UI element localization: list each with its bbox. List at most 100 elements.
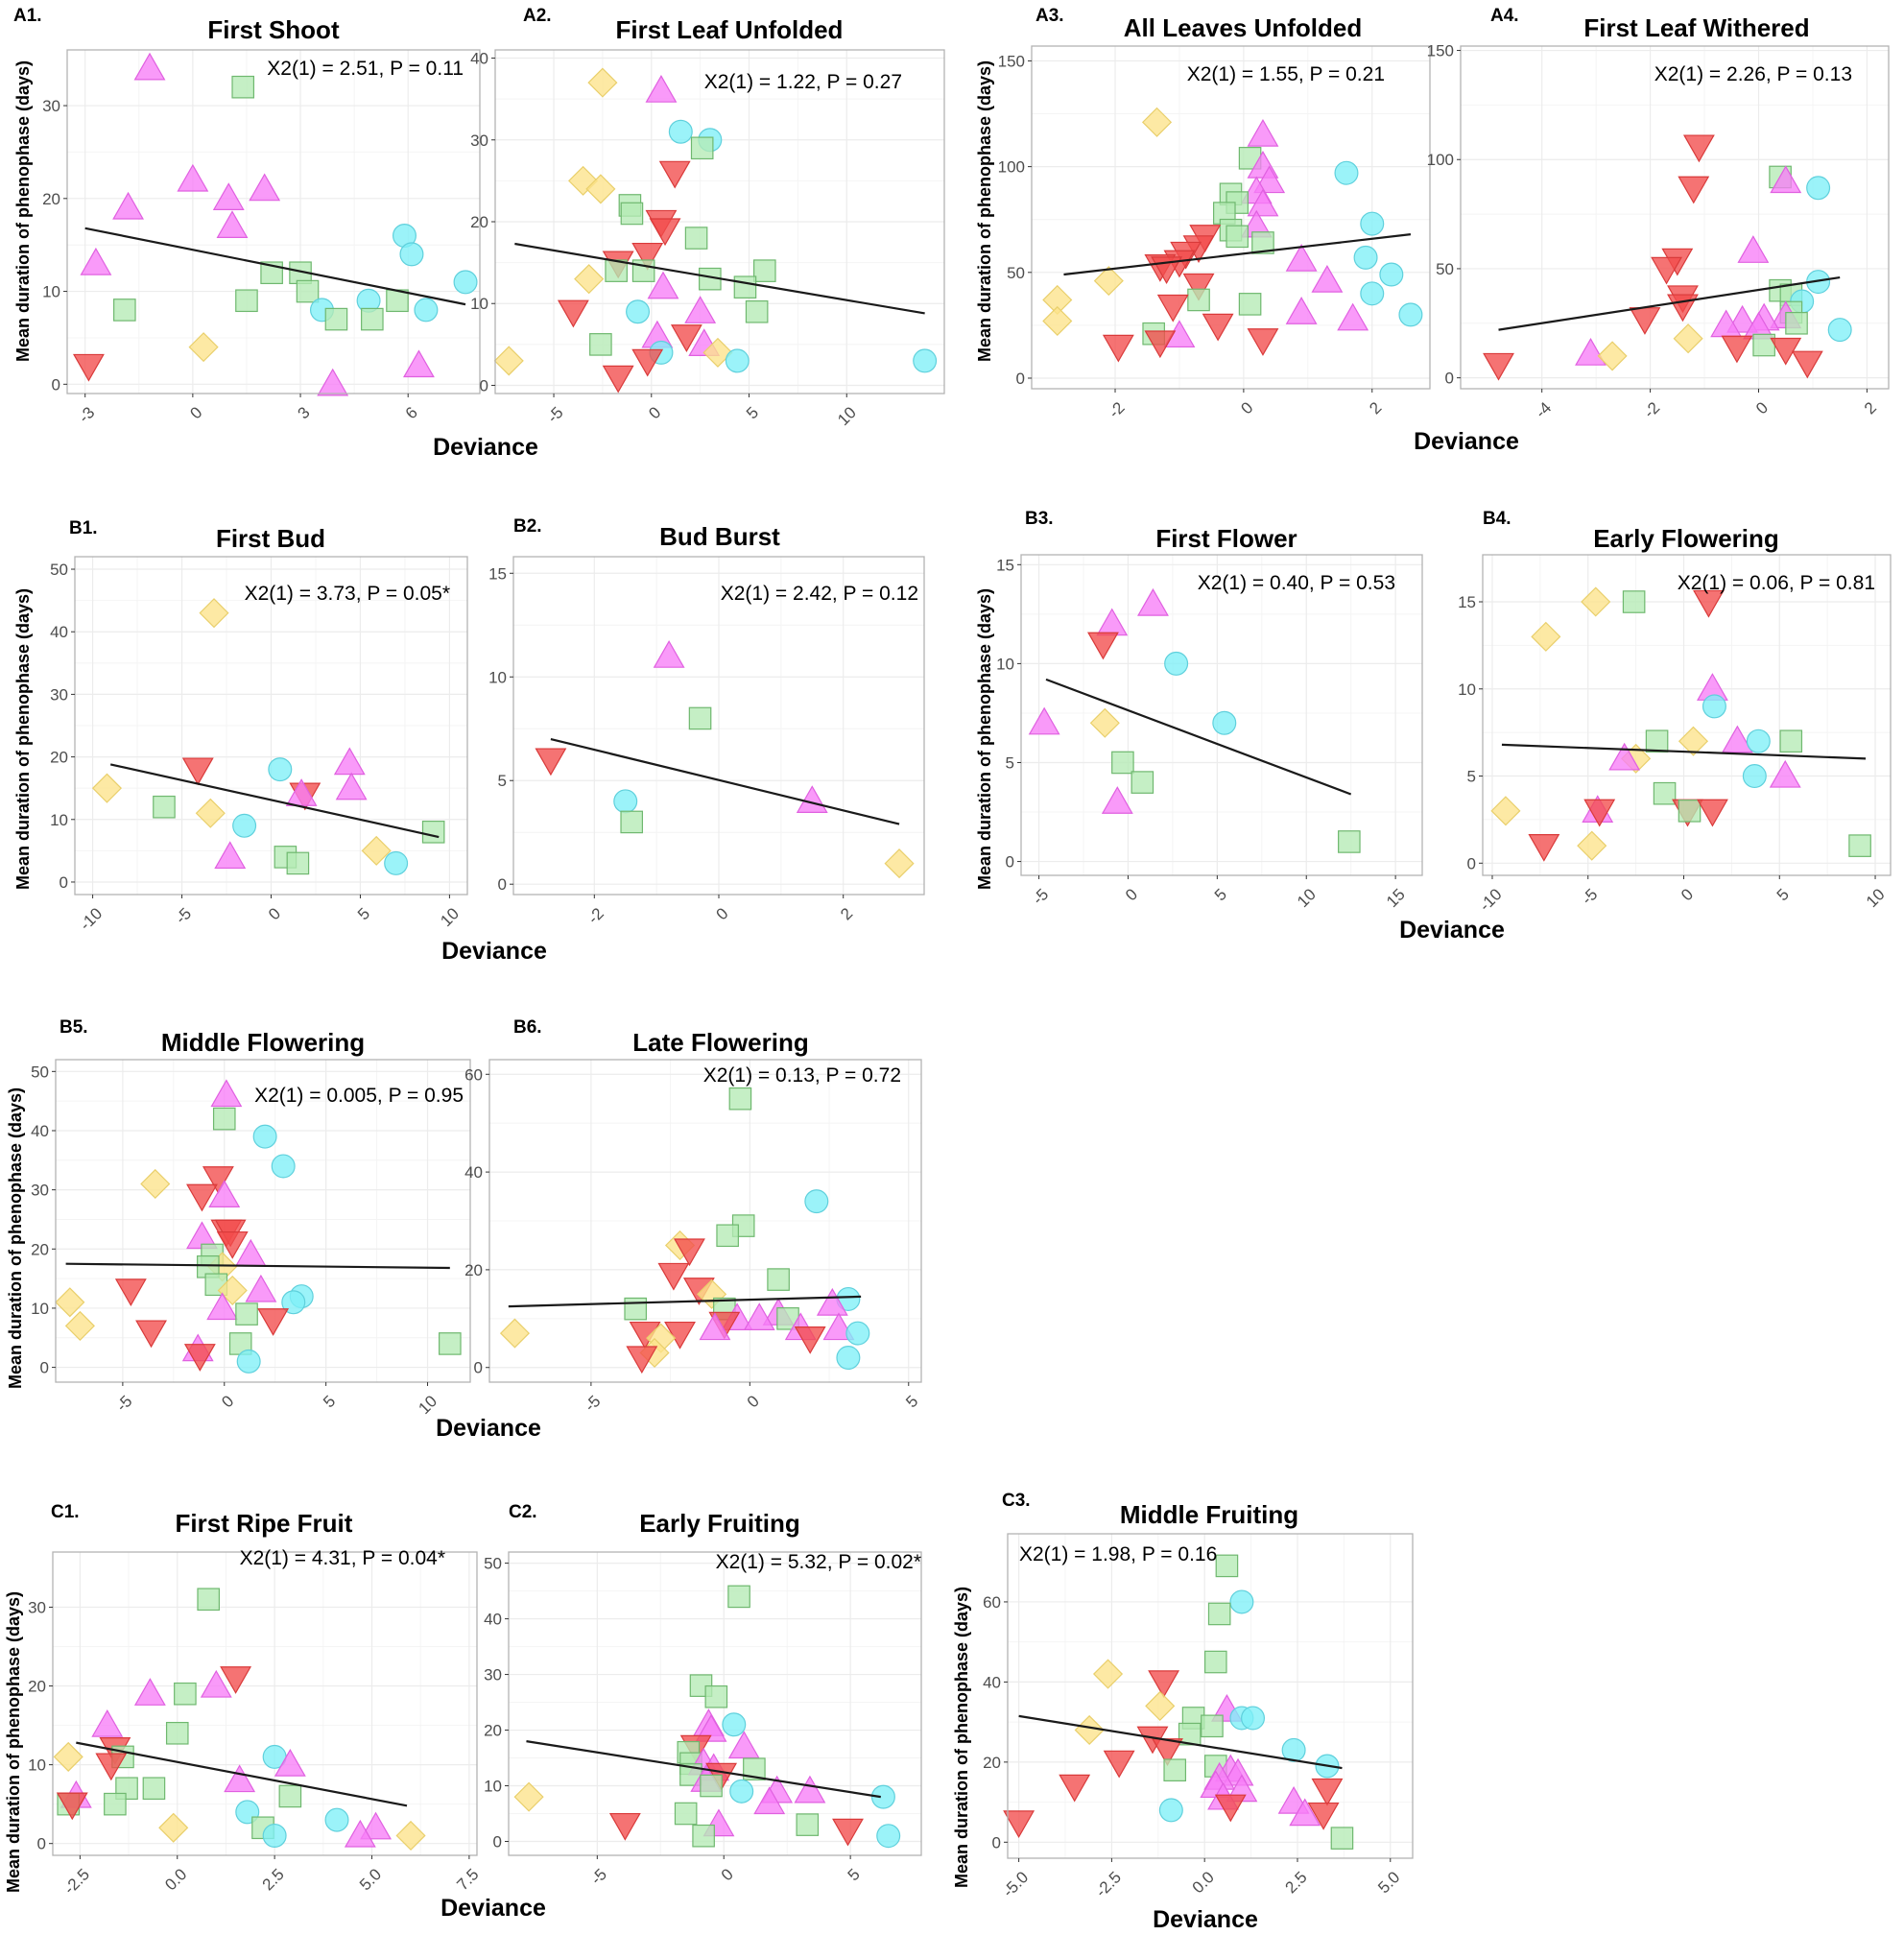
data-point-circle	[1212, 710, 1237, 735]
data-point-triangle-down	[95, 1753, 128, 1781]
y-tick-label: 100	[1427, 151, 1454, 169]
data-point-square	[278, 1784, 302, 1808]
data-point-circle	[1746, 729, 1771, 753]
panel-label: B1.	[69, 518, 98, 538]
panel-title: First Leaf Withered	[1583, 13, 1809, 42]
x-tick-label: 2.5	[259, 1865, 288, 1894]
data-point-diamond	[587, 67, 618, 98]
data-point-triangle-up	[333, 747, 366, 776]
x-tick-label: 3	[295, 403, 314, 422]
panel-c3: 0 20 40 60 -5.0 -2.5 0.0 2.5 5.0 C3. Middle Fruiti…	[983, 1491, 1414, 1900]
data-point-diamond	[493, 346, 524, 376]
data-point-square	[728, 1087, 752, 1111]
panel-label: A4.	[1490, 6, 1519, 26]
plot-border	[1007, 1533, 1414, 1859]
data-point-square	[1338, 830, 1361, 853]
data-point-triangle-up	[285, 778, 318, 806]
data-point-triangle-down	[1311, 1778, 1344, 1806]
data-point-square	[716, 1224, 739, 1248]
data-point-circle	[845, 1321, 870, 1346]
x-tick-label: 0	[265, 904, 284, 923]
x-axis-title-row-c-left: Deviance	[440, 1895, 546, 1922]
data-point-diamond	[1089, 707, 1120, 738]
data-point-diamond	[1490, 796, 1521, 826]
panel-title: First Shoot	[207, 15, 340, 44]
y-tick-label: 150	[998, 52, 1025, 70]
y-tick-label: 0	[1016, 370, 1025, 388]
y-tick-label: 60	[983, 1593, 1001, 1612]
y-tick-label: 10	[996, 655, 1014, 673]
data-point-triangle-up	[1285, 243, 1318, 272]
x-tick-label: 0	[718, 1865, 737, 1884]
data-point-circle	[1334, 160, 1359, 185]
y-tick-label: 0	[474, 1359, 483, 1377]
y-axis-title-b3: Mean duration of phenophase (days)	[975, 588, 994, 890]
data-point-triangle-up	[274, 1749, 306, 1777]
y-tick-label: 5	[1467, 768, 1476, 786]
panel-c1: 0 10 20 30 -2.5 0.0 2.5 5.0 7.5 C1. First Ripe Fru…	[28, 1502, 482, 1898]
panel-label: A3.	[1035, 6, 1064, 26]
regression-line	[1018, 1714, 1343, 1770]
data-point-square	[1111, 751, 1134, 775]
data-point-triangle-up	[245, 1274, 277, 1302]
x-axis-title-row-b5: Deviance	[436, 1415, 541, 1442]
data-point-triangle-down	[1214, 1794, 1247, 1823]
y-axis-title-row-c1: Mean duration of phenophase (days)	[4, 1591, 23, 1893]
data-point-triangle-up	[177, 163, 209, 192]
panel-label: C2.	[509, 1502, 537, 1522]
data-point-diamond	[1042, 305, 1073, 337]
stat-annotation: X2(1) = 1.55, P = 0.21	[1187, 63, 1385, 85]
data-point-triangle-down	[602, 365, 634, 394]
x-tick-label: 0.0	[161, 1865, 190, 1894]
data-point-triangle-down	[220, 1666, 252, 1694]
data-point-square	[620, 810, 644, 834]
panel-title: First Ripe Fruit	[176, 1509, 353, 1538]
panel-b5: 0 10 20 30 40 50 -5 0 5 10 B5. Middle Flowering X2(1…	[31, 1017, 471, 1418]
data-point-triangle-up	[206, 1292, 239, 1321]
panel-b2: 0 5 10 15 -2 0 2 B2. Bud Burst X2(1) = 2.42, P = …	[488, 516, 925, 927]
x-tick-label: -2	[1106, 398, 1129, 421]
data-point-square	[197, 1588, 221, 1612]
data-point-triangle-down	[631, 242, 664, 271]
x-tick-label: 2	[837, 904, 856, 923]
data-point-triangle-down	[1682, 134, 1715, 163]
data-point-triangle-up	[1028, 706, 1060, 735]
data-point-triangle-down	[1583, 799, 1616, 827]
y-tick-label: 50	[1007, 264, 1025, 282]
data-point-triangle-up	[794, 1775, 826, 1804]
y-axis-title-c3: Mean duration of phenophase (days)	[952, 1587, 971, 1888]
y-tick-label: 5	[498, 772, 507, 790]
data-point-diamond	[158, 1812, 189, 1843]
x-tick-label: -2.5	[60, 1865, 93, 1898]
data-point-triangle-down	[1791, 350, 1823, 379]
data-point-triangle-down	[1307, 1802, 1340, 1830]
y-tick-label: 5	[1006, 753, 1014, 772]
data-point-diamond	[499, 1318, 531, 1349]
x-tick-label: 6	[402, 403, 421, 422]
data-point-square	[688, 706, 712, 730]
data-point-triangle-up	[403, 349, 435, 378]
data-point-circle	[626, 299, 651, 324]
data-point-triangle-down	[626, 1346, 658, 1374]
data-point-square	[1251, 231, 1274, 254]
regression-line	[514, 242, 925, 315]
x-tick-label: -3	[75, 403, 98, 426]
y-tick-label: 20	[31, 1240, 49, 1258]
data-point-square	[1207, 1602, 1231, 1626]
data-point-triangle-down	[832, 1818, 864, 1847]
y-tick-label: 10	[28, 1756, 46, 1775]
y-tick-label: 100	[998, 158, 1025, 177]
data-point-triangle-down	[1102, 334, 1134, 363]
data-point-triangle-down	[1678, 176, 1710, 204]
data-point-triangle-down	[1087, 632, 1119, 660]
plot-border	[1020, 554, 1423, 876]
x-tick-label: 0.0	[1189, 1868, 1218, 1897]
data-point-square	[296, 279, 320, 303]
data-point-circle	[232, 813, 257, 838]
data-point-diamond	[1597, 341, 1628, 371]
data-point-square	[1678, 800, 1702, 823]
panel-title: Middle Fruiting	[1120, 1500, 1298, 1529]
data-point-triangle-down	[649, 218, 681, 247]
x-tick-label: -5	[172, 904, 195, 927]
data-point-triangle-up	[91, 1708, 124, 1737]
